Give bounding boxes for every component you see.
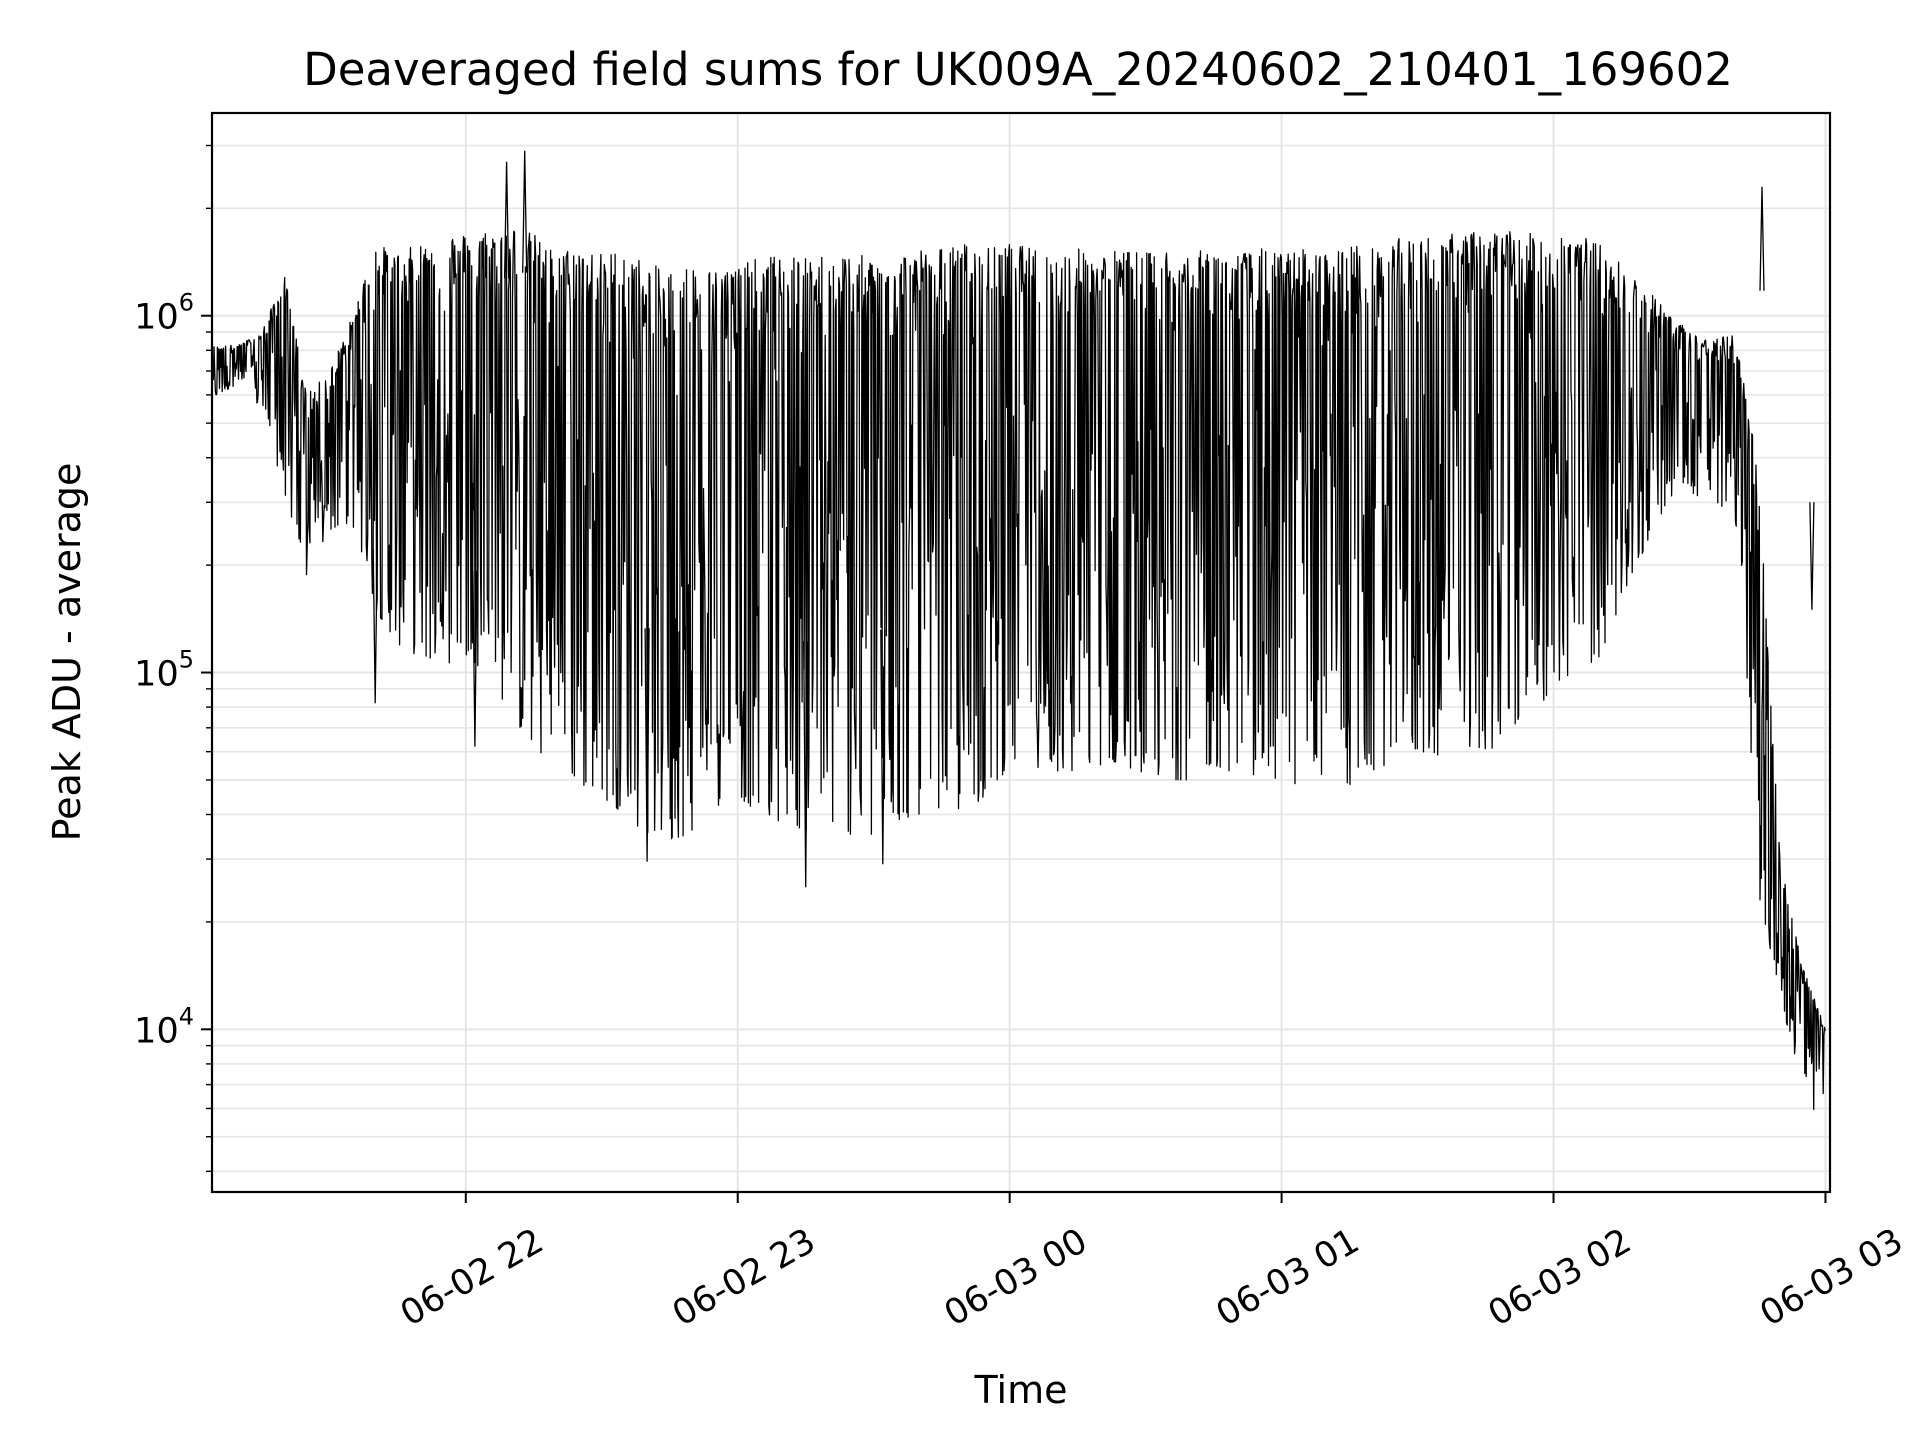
series-spike: [372, 549, 378, 704]
grid: [212, 113, 1830, 1192]
plot-area: [211, 150, 1826, 1111]
y-tick-label: 105: [134, 646, 194, 695]
series-spike: [472, 570, 478, 747]
x-axis-label: Time: [974, 1368, 1068, 1412]
series-spike: [1809, 502, 1815, 610]
series-spike: [644, 628, 650, 862]
series-line: [211, 230, 1826, 1111]
series-spike: [522, 150, 528, 273]
y-axis-label: Peak ADU - average: [45, 463, 89, 842]
y-tick-label: 104: [134, 1002, 194, 1051]
series-spike: [803, 641, 809, 888]
series-spike: [880, 629, 886, 865]
y-axis: 104 105 106: [134, 144, 212, 1173]
axes-frame: [210, 111, 1832, 1194]
series-spike: [503, 161, 510, 279]
y-tick-label: 106: [134, 289, 194, 338]
series-spike: [1759, 186, 1765, 291]
chart-title: Deaveraged field sums for UK009A_2024060…: [303, 43, 1733, 96]
